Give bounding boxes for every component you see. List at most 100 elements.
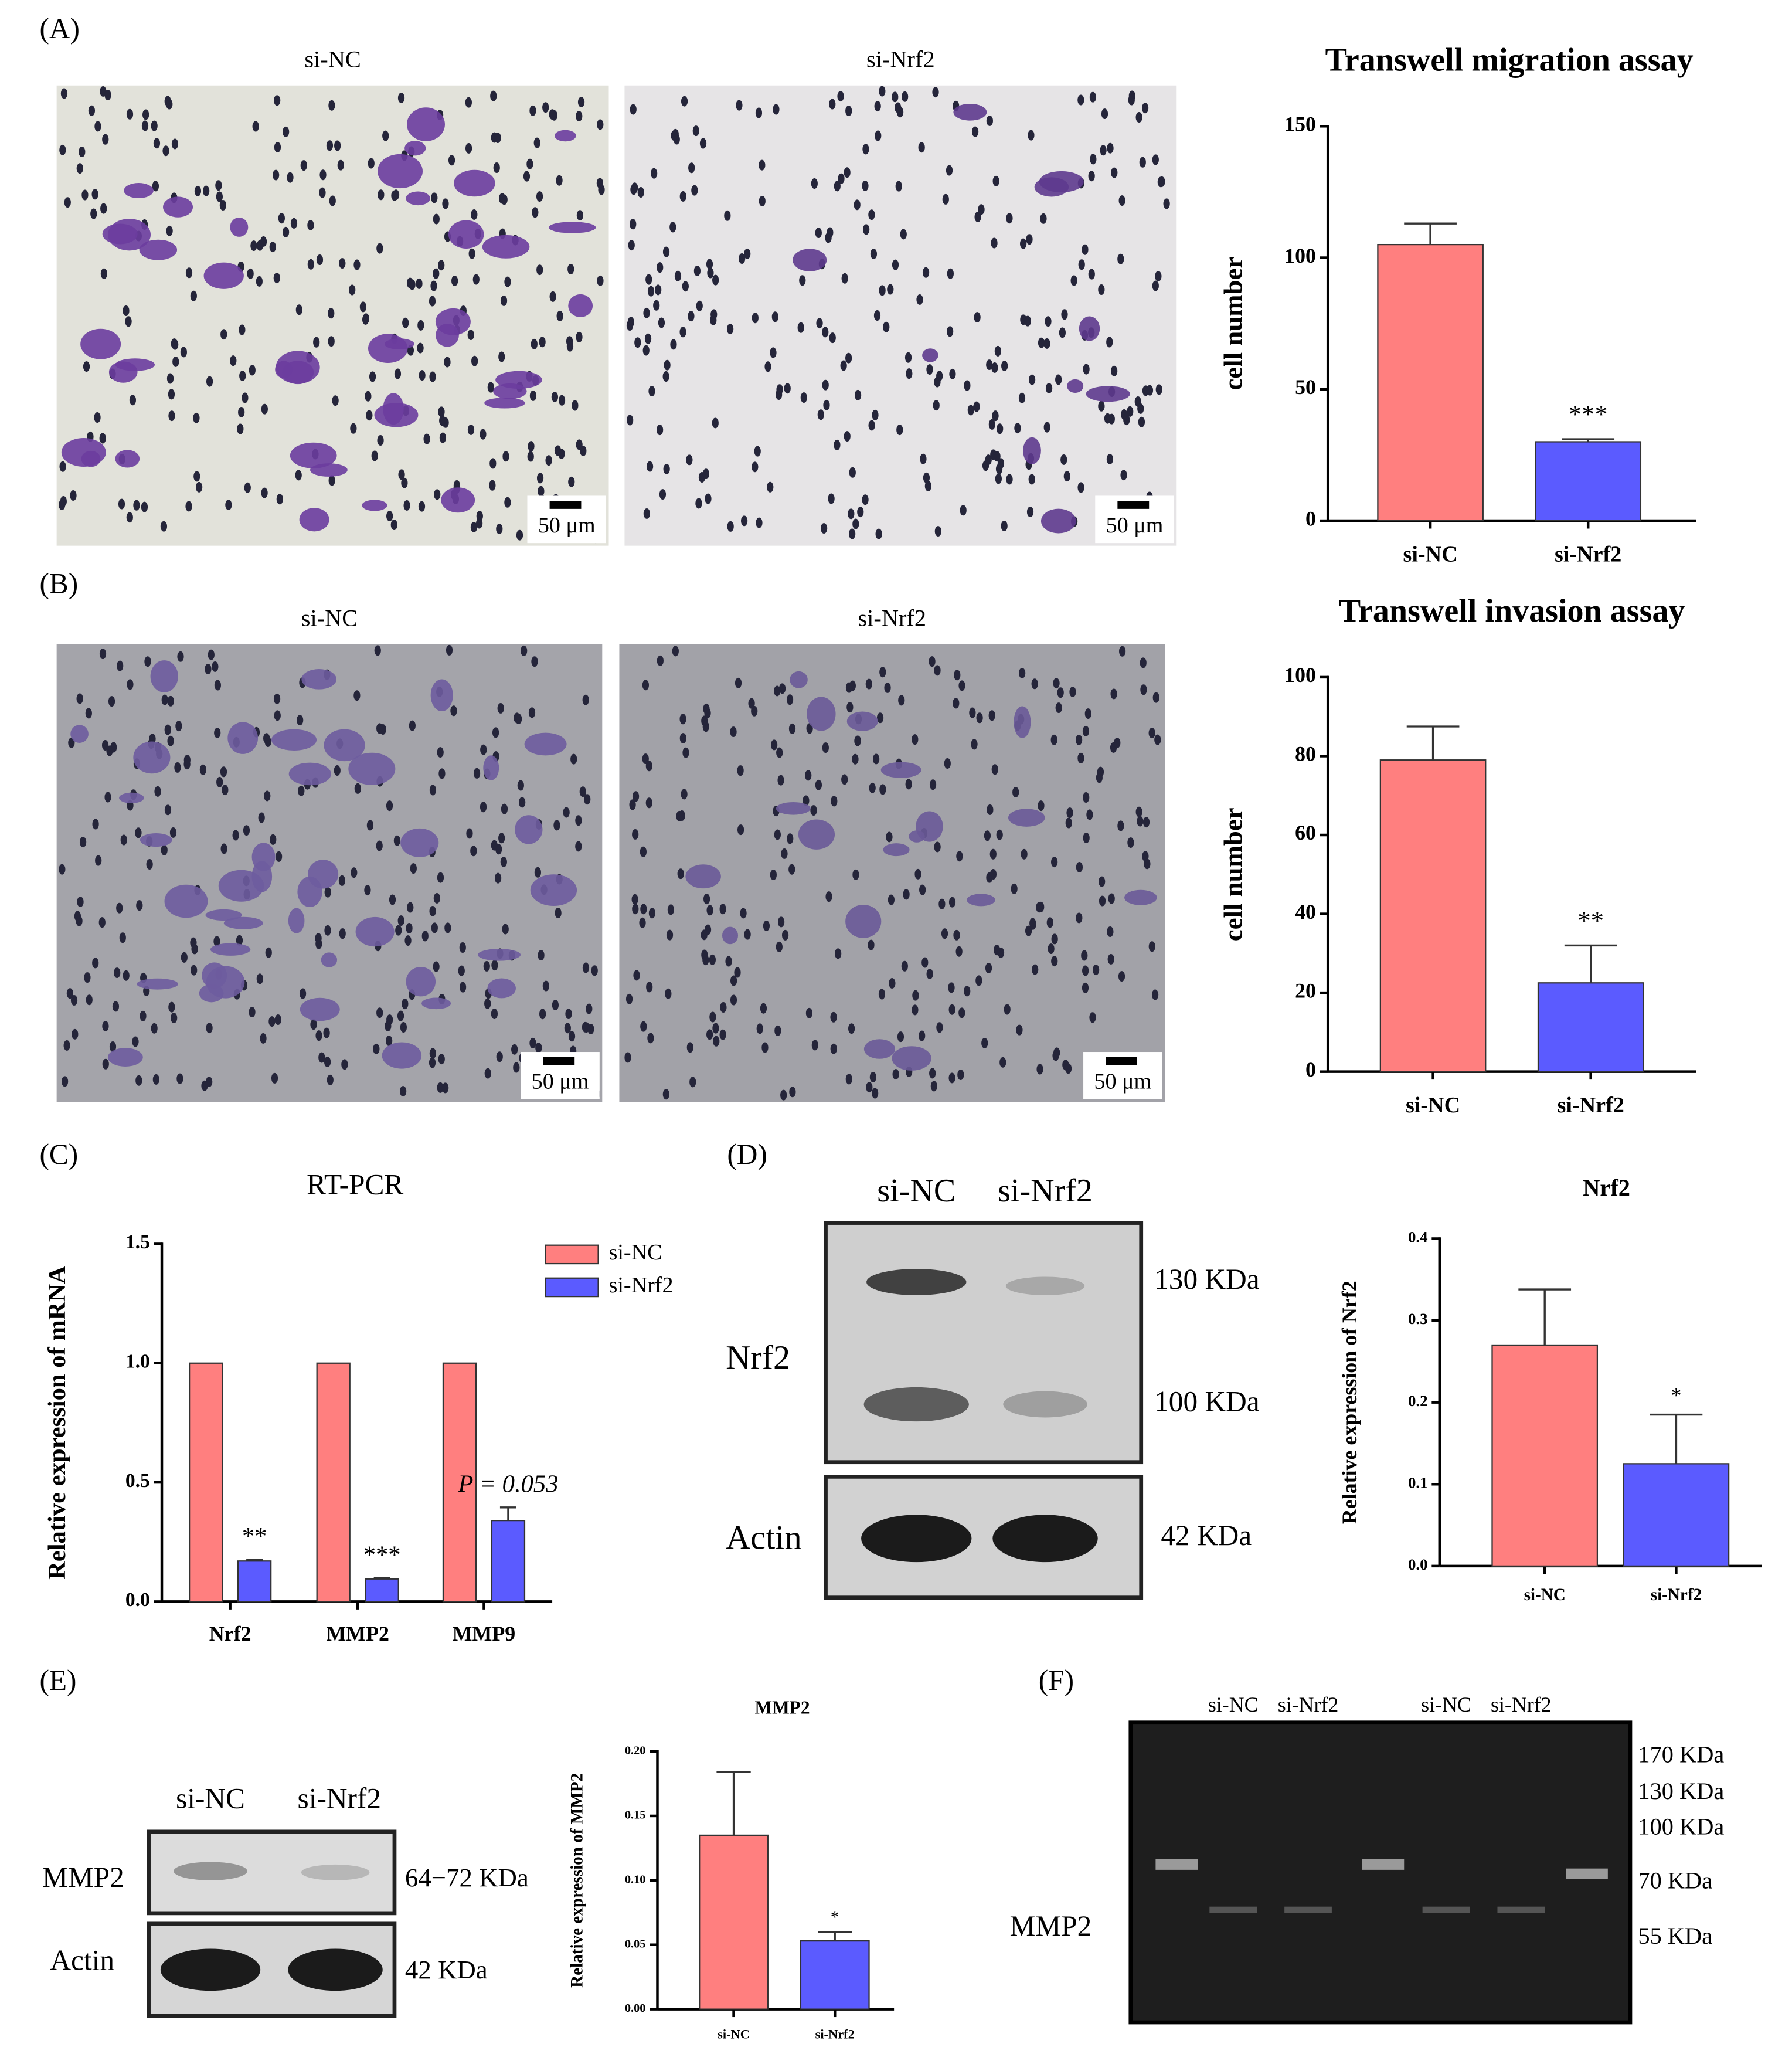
- nucleus-dot: [222, 785, 229, 796]
- nucleus-dot: [439, 415, 446, 426]
- nucleus-dot: [845, 1074, 852, 1085]
- cell: [484, 398, 525, 409]
- nucleus-dot: [1028, 374, 1036, 385]
- nucleus-dot: [160, 521, 168, 532]
- cell: [297, 876, 322, 907]
- cell: [880, 762, 921, 778]
- nucleus-dot: [528, 707, 536, 718]
- nucleus-dot: [866, 1082, 873, 1093]
- bar: [1623, 1463, 1730, 1567]
- nucleus-dot: [1061, 309, 1068, 320]
- nucleus-dot: [175, 721, 182, 732]
- cell: [1079, 316, 1100, 341]
- cell: [421, 997, 451, 1010]
- cell: [967, 894, 995, 907]
- nucleus-dot: [862, 494, 869, 505]
- nucleus-dot: [725, 956, 732, 967]
- nucleus-dot: [1025, 925, 1032, 936]
- nucleus-dot: [549, 109, 556, 120]
- nucleus-dot: [1111, 365, 1118, 376]
- nucleus-dot: [978, 204, 985, 215]
- nucleus-dot: [371, 450, 378, 461]
- nucleus-dot: [114, 967, 121, 979]
- nucleus-dot: [1083, 792, 1090, 803]
- cell: [407, 107, 445, 141]
- nucleus-dot: [374, 645, 381, 656]
- cell: [524, 732, 567, 756]
- nucleus-dot: [805, 770, 812, 781]
- cell: [300, 997, 340, 1021]
- nucleus-dot: [133, 500, 140, 511]
- nucleus-dot: [953, 929, 960, 941]
- nucleus-dot: [472, 274, 480, 285]
- nucleus-dot: [298, 785, 305, 796]
- nucleus-dot: [91, 189, 98, 200]
- nucleus-dot: [337, 159, 344, 171]
- nucleus-dot: [98, 917, 106, 928]
- micrograph-title: si-NC: [304, 46, 361, 73]
- cell: [1124, 889, 1157, 905]
- band: [992, 1515, 1098, 1563]
- y-axis-label: Relative expression of Nrf2: [1338, 1281, 1361, 1524]
- nucleus-dot: [379, 724, 386, 735]
- cell: [845, 904, 882, 938]
- nucleus-dot: [191, 965, 198, 976]
- error-bar: [1564, 944, 1617, 983]
- nucleus-dot: [875, 130, 882, 141]
- nucleus-dot: [956, 851, 963, 862]
- cell: [793, 249, 827, 271]
- nucleus-dot: [645, 761, 652, 772]
- nucleus-dot: [1076, 912, 1083, 924]
- nucleus-dot: [378, 189, 385, 201]
- nucleus-dot: [526, 158, 533, 169]
- y-axis-label: Relative expression of mRNA: [43, 1266, 71, 1580]
- nucleus-dot: [256, 973, 263, 984]
- cell: [790, 671, 808, 688]
- nucleus-dot: [400, 1022, 407, 1033]
- nucleus-dot: [271, 1072, 278, 1084]
- nucleus-dot: [630, 219, 637, 230]
- nucleus-dot: [389, 894, 396, 905]
- nucleus-dot: [1093, 965, 1100, 976]
- nucleus-dot: [773, 104, 780, 115]
- nucleus-dot: [261, 403, 268, 415]
- nucleus-dot: [1089, 1012, 1096, 1023]
- nucleus-dot: [429, 296, 436, 307]
- nucleus-dot: [597, 119, 604, 130]
- bar: [442, 1362, 477, 1603]
- nucleus-dot: [220, 766, 227, 778]
- chart-title: Nrf2: [1583, 1174, 1630, 1201]
- nucleus-dot: [129, 395, 137, 406]
- nucleus-dot: [504, 276, 511, 287]
- error-bar: [1562, 438, 1615, 442]
- nucleus-dot: [141, 501, 148, 512]
- nucleus-dot: [647, 1033, 654, 1044]
- nucleus-dot: [932, 87, 939, 98]
- panel-label: (E): [39, 1664, 76, 1696]
- nucleus-dot: [295, 470, 302, 481]
- nucleus-dot: [183, 755, 191, 766]
- nucleus-dot: [239, 324, 246, 335]
- cell: [115, 358, 155, 371]
- nucleus-dot: [699, 138, 707, 149]
- nucleus-dot: [964, 380, 971, 391]
- cell: [555, 130, 576, 142]
- cell: [530, 874, 577, 907]
- nucleus-dot: [1070, 275, 1077, 286]
- nucleus-dot: [774, 1025, 781, 1036]
- nucleus-dot: [196, 481, 203, 493]
- nucleus-dot: [878, 989, 886, 1000]
- micrograph-title: si-Nrf2: [866, 46, 935, 73]
- nucleus-dot: [429, 1057, 436, 1068]
- nucleus-dot: [438, 768, 446, 779]
- nucleus-dot: [532, 207, 539, 218]
- scale-bar: [549, 501, 582, 509]
- nucleus-dot: [905, 779, 912, 790]
- nucleus-dot: [591, 965, 598, 976]
- nucleus-dot: [1038, 800, 1045, 812]
- nucleus-dot: [947, 326, 954, 337]
- nucleus-dot: [429, 371, 436, 382]
- nucleus-dot: [678, 810, 685, 821]
- cell: [139, 239, 178, 260]
